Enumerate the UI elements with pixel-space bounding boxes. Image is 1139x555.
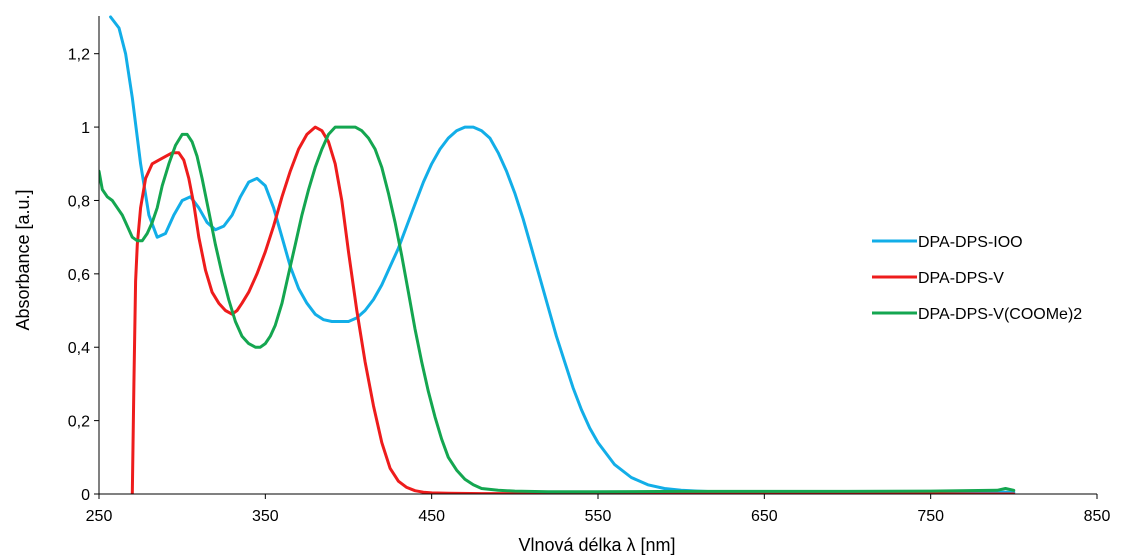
x-tick-label: 750 [917,508,944,525]
y-tick-label: 0,2 [68,414,90,431]
x-tick-label: 450 [418,508,445,525]
y-tick-label: 0,8 [68,193,90,210]
legend-label-1: DPA-DPS-IOO [918,234,1023,251]
legend-label-2: DPA-DPS-V [918,270,1004,287]
axes-layer [98,16,1097,495]
x-tick-label: 550 [585,508,612,525]
series-layer [99,15,1016,494]
y-tick-label: 0,6 [68,267,90,284]
y-tick-label: 1,2 [68,47,90,64]
x-axis-title: Vlnová délka λ [nm] [518,535,675,555]
x-tick-label: 350 [252,508,279,525]
x-tick-label: 850 [1084,508,1111,525]
series-line-3 [99,125,1016,494]
legend-label-3: DPA-DPS-V(COOMe)2 [918,306,1082,323]
legend: DPA-DPS-IOO DPA-DPS-V DPA-DPS-V(COOMe)2 [872,234,1082,323]
x-tick-label: 250 [86,508,113,525]
y-tick-label: 1 [81,120,90,137]
y-tick-label: 0,4 [68,340,90,357]
series-line-2 [130,125,1016,494]
series-line-1 [109,15,1016,494]
y-axis-title: Absorbance [a.u.] [13,189,33,330]
x-tick-label: 650 [751,508,778,525]
y-tick-label: 0 [81,487,90,504]
ticks-layer: 250 350 450 550 650 750 850 0 0,2 0,4 0,6 0,8 1 1,2 [68,47,1111,525]
